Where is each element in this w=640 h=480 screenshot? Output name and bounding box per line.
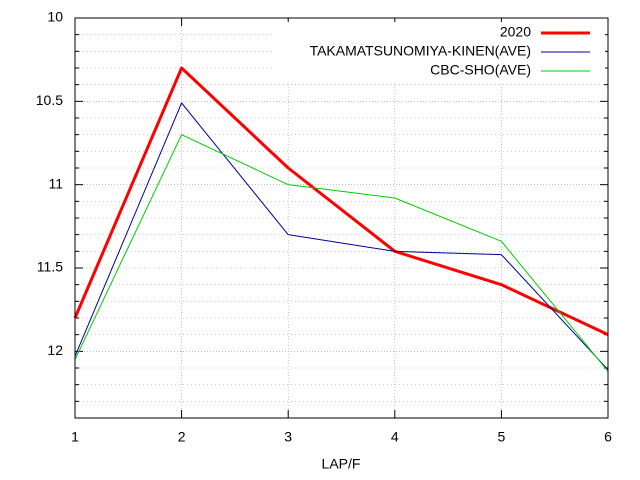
legend-label: TAKAMATSUNOMIYA-KINEN(AVE) <box>310 43 531 59</box>
series-line <box>74 102 609 371</box>
legend: 2020 TAKAMATSUNOMIYA-KINEN(AVE) CBC-SHO(AV… <box>275 22 605 82</box>
series-line <box>73 66 609 337</box>
x-tick-label: 5 <box>498 429 506 445</box>
y-tick-label: 12 <box>47 342 63 358</box>
y-tick-label: 10.5 <box>36 92 63 108</box>
legend-label: 2020 <box>500 24 531 40</box>
x-tick-label: 3 <box>284 429 292 445</box>
x-tick-label: 6 <box>604 429 612 445</box>
legend-label: CBC-SHO(AVE) <box>430 62 531 78</box>
series-line <box>74 134 609 372</box>
x-tick-label: 2 <box>178 429 186 445</box>
x-tick-label: 1 <box>71 429 79 445</box>
y-tick-label: 10 <box>47 9 63 25</box>
y-tick-label: 11.5 <box>37 259 63 275</box>
plot-border <box>74 17 609 419</box>
x-tick-label: 4 <box>391 429 399 445</box>
y-tick-label: 11 <box>48 175 63 191</box>
x-axis-label: LAP/F <box>322 456 361 472</box>
